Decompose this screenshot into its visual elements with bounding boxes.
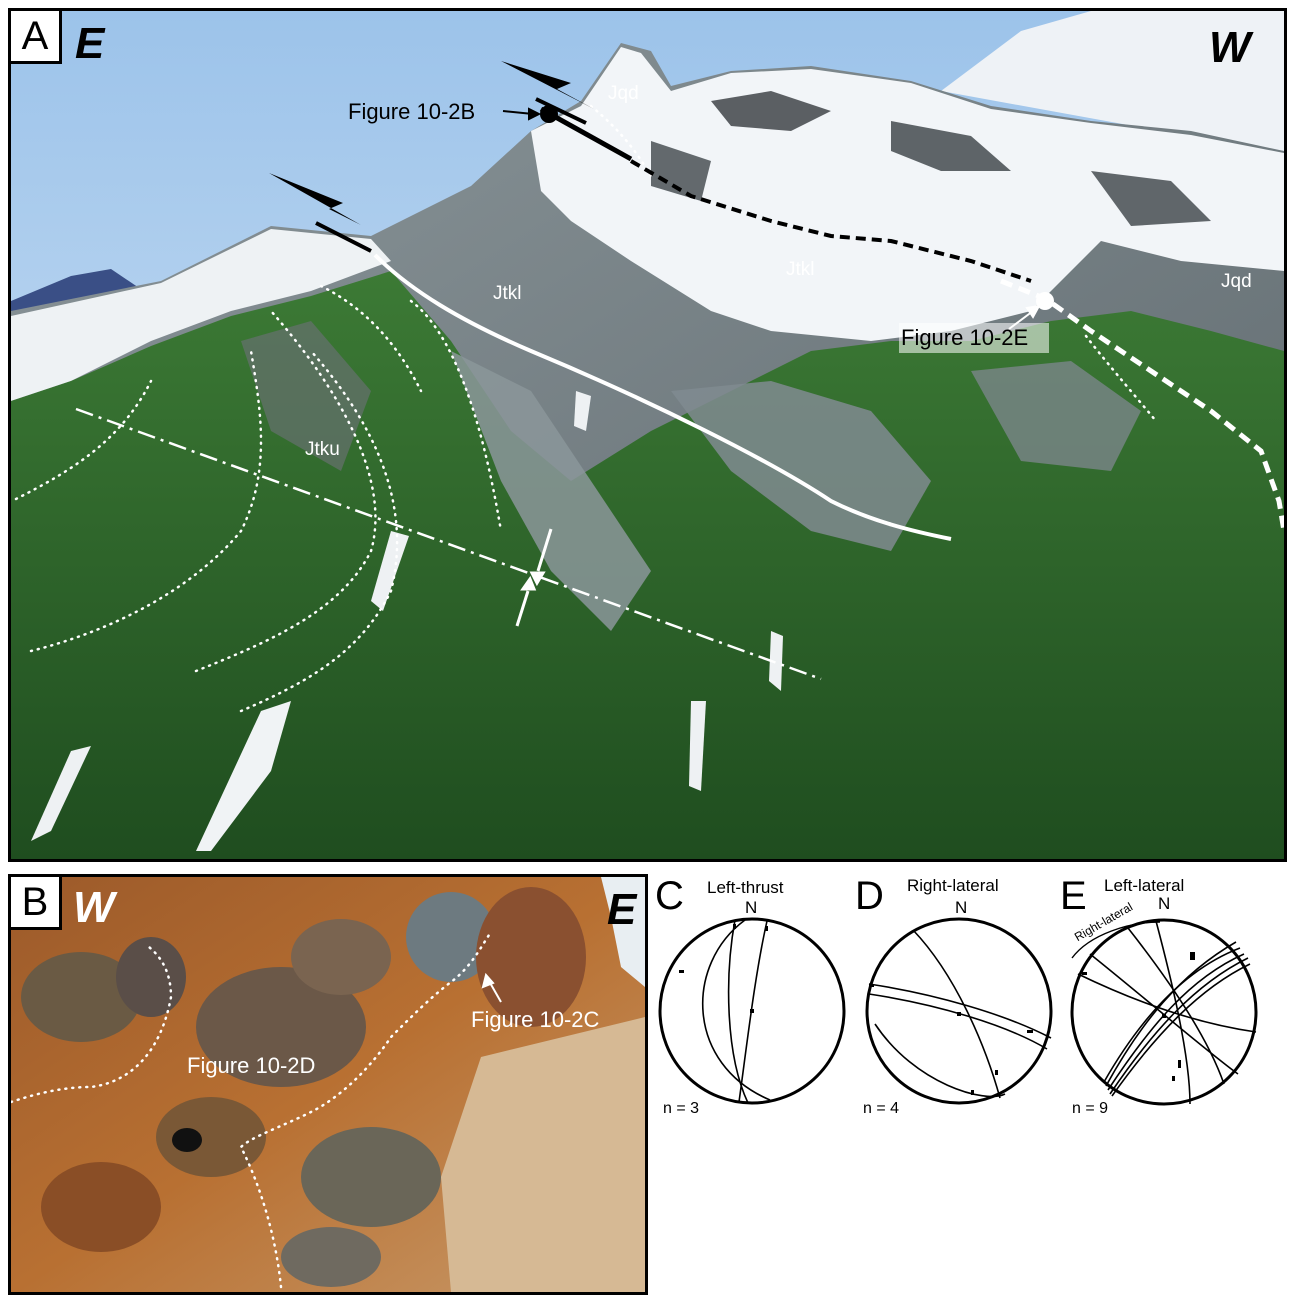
callout-figure-2b: Figure 10-2B xyxy=(348,99,476,124)
slip-marker xyxy=(1178,1060,1181,1068)
stereonet-panel-c: C Left-thrust N n = 3 xyxy=(655,874,860,1134)
great-circle xyxy=(1077,973,1257,1033)
slip-marker xyxy=(765,926,768,931)
stereonet-panel-e: E Left-lateral N Right-lateral n = 9 xyxy=(1060,874,1275,1134)
panel-letter-e: E xyxy=(1060,874,1087,918)
count-label-c: n = 3 xyxy=(663,1100,700,1117)
panel-letter-b: B xyxy=(11,877,62,930)
stereonet-d xyxy=(865,917,1053,1105)
mountain-photo xyxy=(11,11,1284,859)
slip-arrow-upper xyxy=(501,61,594,125)
great-circle xyxy=(701,919,771,1101)
panel-letter-c: C xyxy=(655,874,684,918)
slip-marker xyxy=(733,924,736,929)
great-circle xyxy=(912,929,1001,1099)
slip-marker xyxy=(995,1070,998,1075)
north-label-c: N xyxy=(745,898,758,917)
great-circle xyxy=(1107,953,1245,1091)
great-circle xyxy=(727,919,749,1104)
slip-marker xyxy=(1172,1076,1175,1081)
count-label-e: n = 9 xyxy=(1072,1100,1109,1117)
great-circle xyxy=(1089,953,1239,1075)
great-circle xyxy=(1103,947,1241,1083)
great-circle xyxy=(1105,941,1237,1087)
slip-marker xyxy=(971,1090,974,1095)
fold-arrows xyxy=(515,528,553,627)
slip-marker xyxy=(1027,1030,1033,1033)
direction-east-label: E xyxy=(75,19,105,68)
unit-label-jtkl-center: Jtkl xyxy=(786,259,815,280)
great-circle xyxy=(1127,927,1225,1085)
stereonet-title-e: Left-lateral xyxy=(1104,876,1185,895)
panel-letter-a: A xyxy=(11,11,62,64)
distant-peak xyxy=(941,11,1284,151)
stereonet-e xyxy=(1070,918,1258,1106)
unit-label-jqd-right: Jqd xyxy=(1221,271,1252,292)
lens-cap-scale xyxy=(172,1128,202,1152)
stereonet-c xyxy=(658,917,846,1105)
slip-marker xyxy=(1082,972,1087,975)
panel-letter-d: D xyxy=(855,874,884,918)
callout-figure-2c: Figure 10-2C xyxy=(471,1007,600,1032)
direction-west-label: W xyxy=(1209,23,1251,72)
snowfield-upper xyxy=(531,47,1284,341)
slip-marker xyxy=(679,970,684,973)
fault-trace-white-dashed xyxy=(1000,278,1284,532)
stereonet-panel-d: D Right-lateral N n = 4 xyxy=(855,874,1060,1134)
direction-west-label-b: W xyxy=(73,883,115,932)
center-mark xyxy=(957,1012,961,1016)
north-label-d: N xyxy=(955,898,968,917)
great-circle xyxy=(1155,920,1191,1105)
center-mark xyxy=(750,1009,754,1013)
primitive-circle-c xyxy=(658,917,846,1105)
great-circle xyxy=(868,993,1048,1050)
location-dot-2b xyxy=(540,105,558,123)
primitive-circle-e xyxy=(1070,918,1258,1106)
fault-trace-white xyxy=(373,253,952,541)
slip-marker xyxy=(1190,952,1195,960)
unit-label-jtku: Jtku xyxy=(305,439,340,460)
north-label-e: N xyxy=(1158,894,1171,913)
photo-panel-b: B W E Figure 10-2C Figure 10-2D xyxy=(8,874,648,1295)
callout-figure-2e: Figure 10-2E xyxy=(901,325,1029,350)
slip-arrow-lower xyxy=(269,173,372,253)
snowfield-left xyxy=(11,229,391,401)
great-circle xyxy=(874,1023,1006,1098)
fault-trace-black-dashed xyxy=(629,159,1032,283)
direction-east-label-b: E xyxy=(607,885,637,934)
slip-marker xyxy=(869,984,874,987)
bedding-traces xyxy=(14,104,1158,713)
callout-figure-2d: Figure 10-2D xyxy=(187,1053,316,1078)
location-dot-2e xyxy=(1036,292,1054,310)
fold-axis xyxy=(75,407,822,681)
unit-label-jtkl-left: Jtkl xyxy=(493,283,522,304)
stereonet-title-c: Left-thrust xyxy=(707,878,784,897)
outcrop-photo xyxy=(11,877,645,1292)
primitive-circle-d xyxy=(865,917,1053,1105)
photo-panel-a: A E W Figure 10-2B Figure 10-2E Jqd Jqd … xyxy=(8,8,1287,862)
unit-label-jqd-top: Jqd xyxy=(608,83,639,104)
center-mark xyxy=(1162,1014,1166,1018)
stereonet-title-d: Right-lateral xyxy=(907,876,999,895)
count-label-d: n = 4 xyxy=(863,1100,900,1117)
great-circle xyxy=(868,983,1052,1039)
contact-traces xyxy=(11,933,491,1289)
